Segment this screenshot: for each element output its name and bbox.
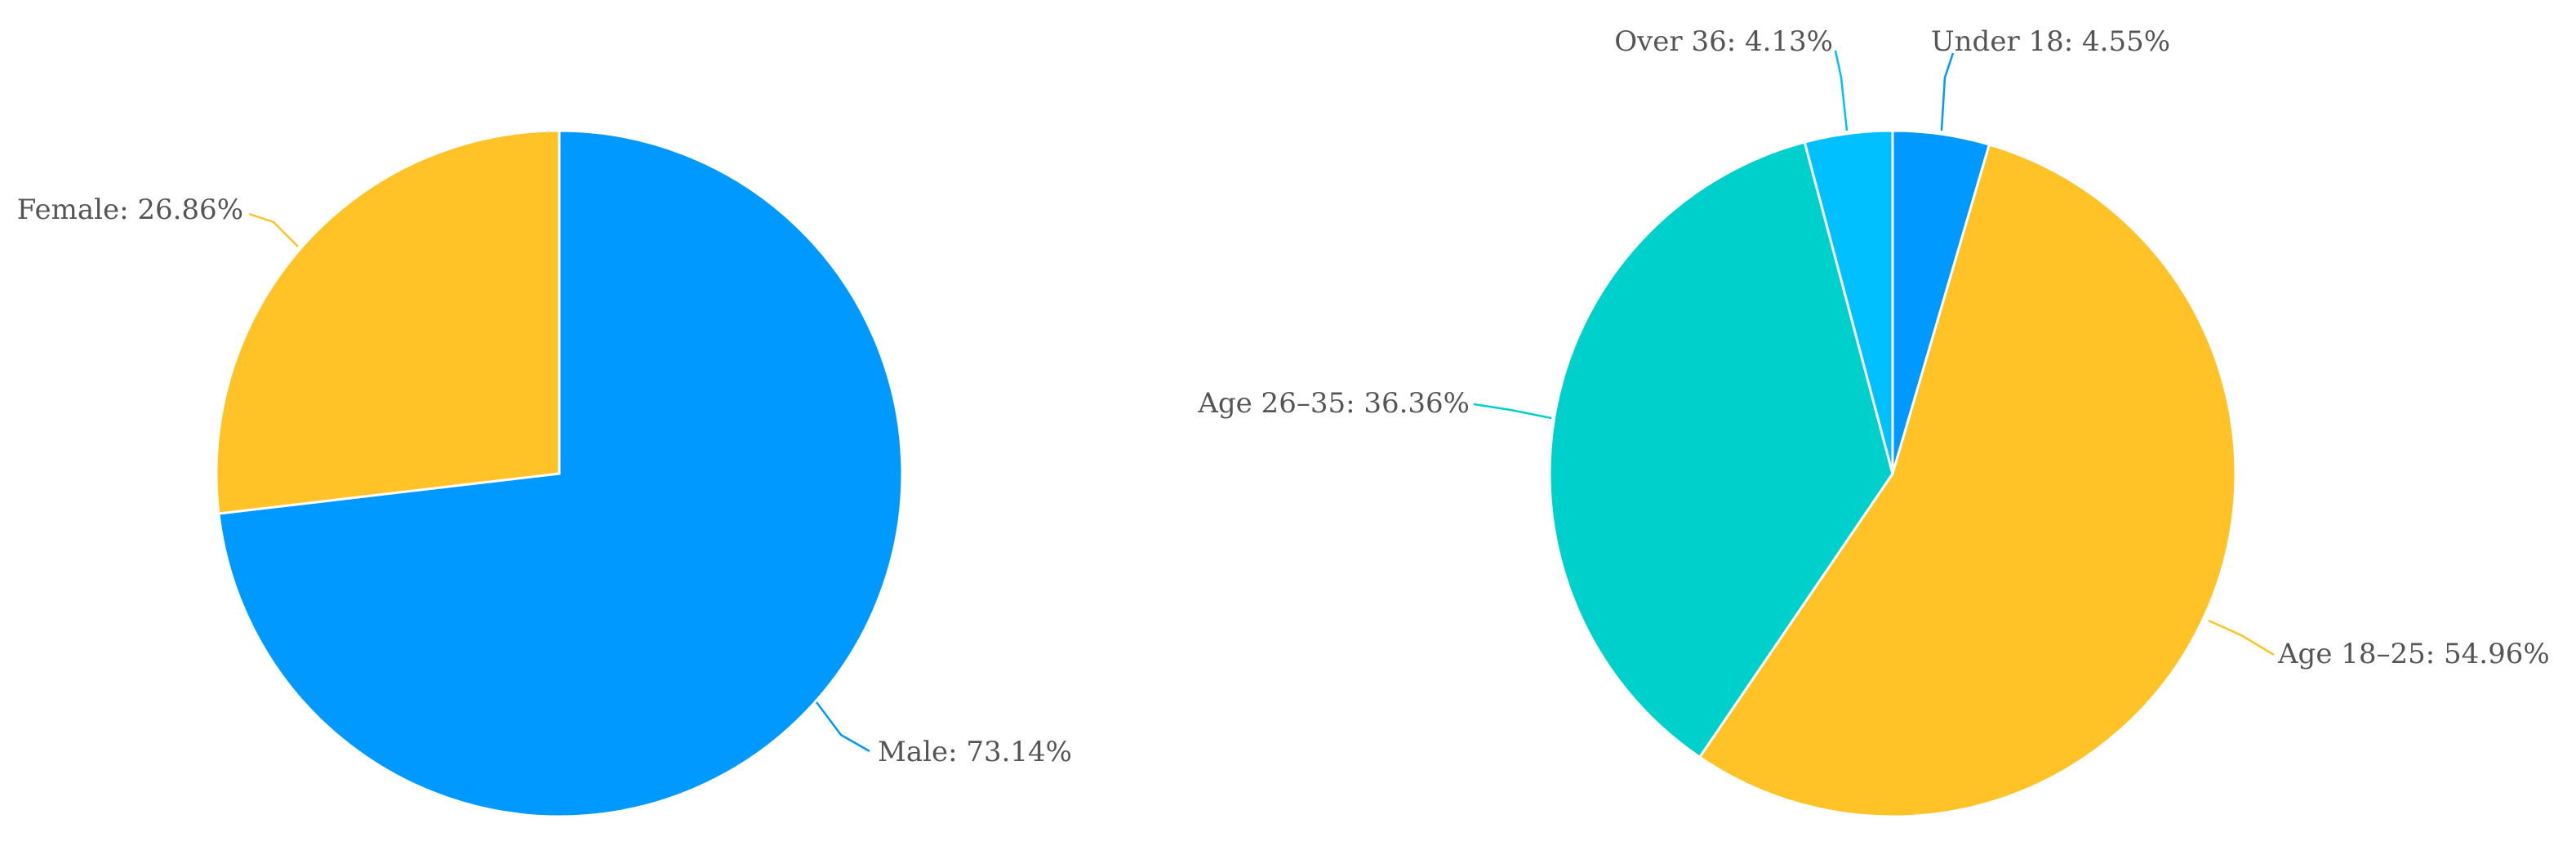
pie-slice	[1548, 140, 1894, 759]
pie-slice	[1697, 143, 2237, 818]
leader-line	[248, 212, 299, 247]
leader-line	[2208, 619, 2275, 656]
gender-pie-chart: Male: 73.14% Female: 26.86%	[17, 129, 1072, 818]
pie-slice	[215, 129, 561, 515]
age-pie-chart: Under 18: 4.55% Age 18–25: 54.96% Age 26–3…	[1197, 25, 2550, 818]
slice-label: Female: 26.86%	[17, 194, 243, 226]
slice-label: Age 26–35: 36.36%	[1197, 387, 1470, 420]
slice-label: Male: 73.14%	[878, 736, 1072, 768]
leader-line	[1473, 403, 1552, 420]
slice-label: Age 18–25: 54.96%	[2277, 638, 2550, 670]
pie-slice	[1803, 129, 1894, 474]
leader-line	[816, 701, 870, 753]
leader-line	[1940, 52, 1955, 131]
slice-label: Over 36: 4.13%	[1614, 25, 1833, 58]
leader-line	[1834, 50, 1849, 131]
slice-label: Under 18: 4.55%	[1931, 25, 2170, 58]
